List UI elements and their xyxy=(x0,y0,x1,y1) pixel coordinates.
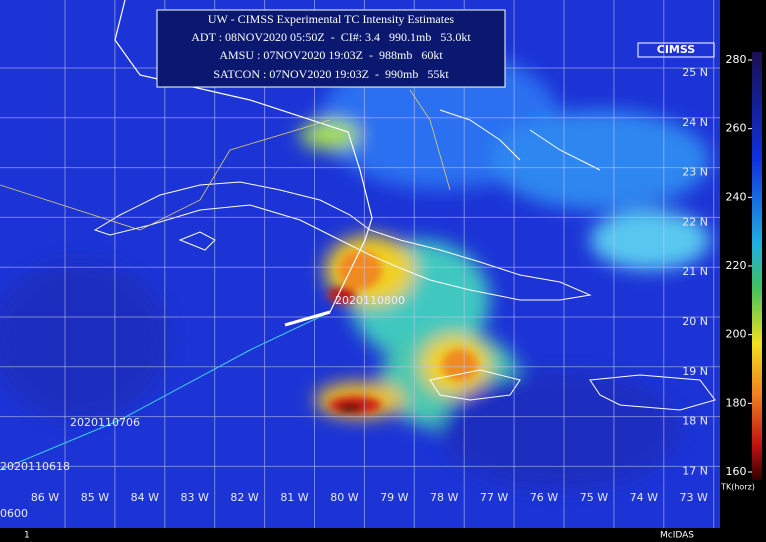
longitude-label: 75 W xyxy=(580,491,608,504)
track-time-label: 2020110618 xyxy=(0,460,70,473)
convective-core xyxy=(328,250,478,414)
longitude-label: 74 W xyxy=(630,491,658,504)
latitude-label: 18 N xyxy=(682,415,708,428)
longitude-label: 73 W xyxy=(680,491,708,504)
colorbar-tick-label: 180 xyxy=(726,396,747,409)
latitude-label: 20 N xyxy=(682,315,708,328)
latitude-label: 23 N xyxy=(682,166,708,179)
footer-bar xyxy=(0,528,766,542)
track-time-label: 2020110706 xyxy=(70,416,140,429)
colorbar-tick-label: 220 xyxy=(726,259,747,272)
storm-track xyxy=(0,0,451,471)
logo-frame xyxy=(637,42,715,58)
longitude-label: 77 W xyxy=(480,491,508,504)
colorbar xyxy=(752,52,762,480)
info-line: AMSU : 07NOV2020 19:03Z - 988mb 60kt xyxy=(219,48,443,62)
longitude-label: 78 W xyxy=(430,491,458,504)
longitude-label: 80 W xyxy=(330,491,358,504)
colorbar-tick-label: 200 xyxy=(726,328,747,341)
track-time-label: 2020110800 xyxy=(335,294,405,307)
colorbar-ticks: 280 260 240 220 200 180 160 xyxy=(726,53,752,478)
colorbar-tick-label: 160 xyxy=(726,465,747,478)
latitude-label: 25 N xyxy=(682,66,708,79)
info-line: ADT : 08NOV2020 05:50Z - CI#: 3.4 990.1m… xyxy=(191,30,471,44)
colorbar-tick-label: 260 xyxy=(726,122,747,135)
longitude-label: 82 W xyxy=(230,491,258,504)
latitude-label: 22 N xyxy=(682,215,708,228)
longitude-label: 84 W xyxy=(131,491,159,504)
colorbar-label: TK(horz) xyxy=(720,483,755,492)
latitude-label: 21 N xyxy=(682,265,708,278)
longitude-label: 86 W xyxy=(31,491,59,504)
cloud-field xyxy=(0,50,710,490)
info-line: SATCON : 07NOV2020 19:03Z - 990mb 55kt xyxy=(213,67,449,81)
info-box xyxy=(156,9,506,88)
longitude-label: 79 W xyxy=(380,491,408,504)
colorbar-tick-label: 280 xyxy=(726,53,747,66)
colorbar-tick-label: 240 xyxy=(726,190,747,203)
latitude-label: 19 N xyxy=(682,365,708,378)
frame-number: 1 xyxy=(24,531,30,541)
logo: CIMSS xyxy=(657,43,696,56)
software-label: McIDAS xyxy=(660,531,694,541)
info-title: UW - CIMSS Experimental TC Intensity Est… xyxy=(208,12,455,26)
graticule xyxy=(0,0,720,528)
longitude-label: 81 W xyxy=(280,491,308,504)
longitude-label: 76 W xyxy=(530,491,558,504)
latitude-label: 17 N xyxy=(682,464,708,477)
longitude-label: 83 W xyxy=(181,491,209,504)
longitude-label: 85 W xyxy=(81,491,109,504)
coastlines xyxy=(93,109,716,411)
latitude-label: 24 N xyxy=(682,116,708,129)
track-time-label: 0600 xyxy=(0,507,28,520)
